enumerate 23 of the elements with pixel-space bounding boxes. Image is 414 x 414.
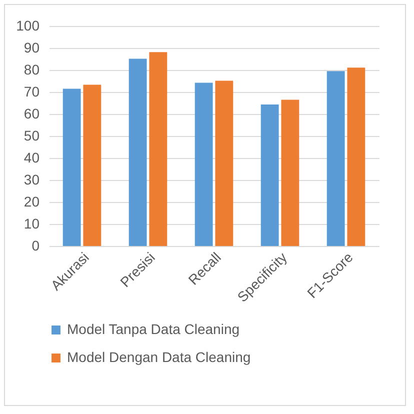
bar — [62, 88, 81, 246]
bar — [194, 82, 213, 246]
bar — [149, 52, 168, 246]
y-tick-label: 90 — [24, 40, 40, 56]
y-tick-label: 60 — [24, 106, 40, 122]
bar — [260, 104, 279, 246]
y-tick-label: 30 — [24, 172, 40, 188]
bar — [326, 71, 345, 246]
y-tick-label: 50 — [24, 128, 40, 144]
bar — [83, 84, 102, 246]
y-tick-label: 100 — [16, 18, 40, 34]
y-tick-label: 10 — [24, 216, 40, 232]
y-tick-label: 70 — [24, 84, 40, 100]
legend-label: Model Dengan Data Cleaning — [67, 349, 251, 365]
bar — [347, 68, 366, 246]
bar — [281, 100, 300, 246]
legend-label: Model Tanpa Data Cleaning — [67, 321, 240, 337]
y-tick-label: 20 — [24, 194, 40, 210]
bar — [128, 58, 147, 246]
y-tick-label: 0 — [32, 238, 40, 254]
bar — [215, 80, 234, 246]
y-tick-label: 80 — [24, 62, 40, 78]
y-tick-label: 40 — [24, 150, 40, 166]
